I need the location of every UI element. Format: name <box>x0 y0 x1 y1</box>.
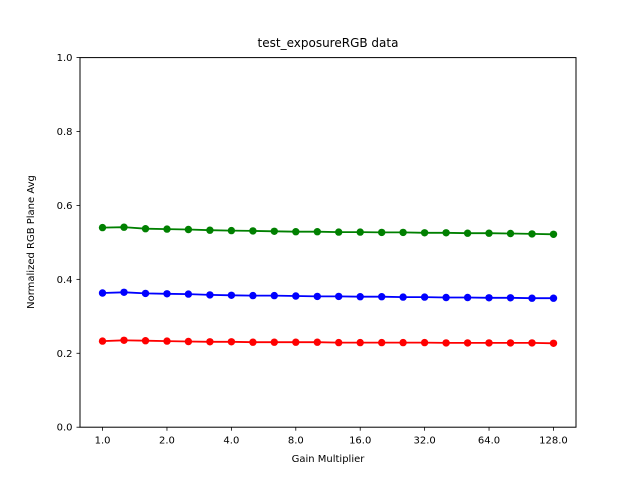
y-tick-label: 0.6 <box>57 201 73 212</box>
data-point-red-plane <box>270 338 278 346</box>
data-point-red-plane <box>463 339 472 347</box>
series-line-blue-plane <box>101 291 555 300</box>
series-line-green-plane <box>101 226 555 236</box>
data-point-blue-plane <box>98 289 107 297</box>
data-point-green-plane <box>184 225 193 234</box>
y-tick-label: 1.0 <box>57 53 73 64</box>
data-point-red-plane <box>485 339 493 347</box>
data-point-red-plane <box>442 339 450 347</box>
data-point-blue-plane <box>335 292 343 301</box>
x-tick-label: 128.0 <box>539 436 568 447</box>
y-axis-label: Normalized RGB Plane Avg <box>26 175 37 309</box>
y-tick-label: 0.0 <box>57 423 73 434</box>
y-tick-label: 0.2 <box>57 349 73 360</box>
data-point-green-plane <box>463 229 472 237</box>
data-point-red-plane <box>313 338 321 346</box>
series-line-red-plane <box>101 339 555 345</box>
data-point-green-plane <box>378 228 386 237</box>
data-point-blue-plane <box>163 290 171 298</box>
data-point-green-plane <box>356 228 364 236</box>
x-tick-label: 4.0 <box>223 436 239 447</box>
data-point-green-plane <box>335 228 343 236</box>
x-axis-label: Gain Multiplier <box>292 454 366 465</box>
data-point-blue-plane <box>141 289 150 298</box>
data-point-blue-plane <box>120 288 128 296</box>
plot-area-border <box>79 57 577 428</box>
data-point-blue-plane <box>506 294 515 302</box>
data-point-red-plane <box>506 339 515 347</box>
data-point-green-plane <box>249 227 257 235</box>
y-tick-label: 0.4 <box>57 275 73 286</box>
data-point-red-plane <box>98 337 107 345</box>
data-point-red-plane <box>163 337 171 345</box>
data-point-red-plane <box>184 337 193 346</box>
data-point-green-plane <box>442 229 450 237</box>
x-tick-label: 1.0 <box>95 436 111 447</box>
data-point-green-plane <box>399 228 407 237</box>
data-point-blue-plane <box>485 294 493 302</box>
data-point-red-plane <box>227 338 236 346</box>
data-point-blue-plane <box>313 292 321 301</box>
data-point-red-plane <box>549 339 558 347</box>
x-tick-label: 32.0 <box>413 436 435 447</box>
x-tick-label: 8.0 <box>288 436 304 447</box>
data-point-blue-plane <box>270 291 278 300</box>
data-point-blue-plane <box>184 290 193 298</box>
data-point-green-plane <box>313 228 321 236</box>
data-point-green-plane <box>120 223 128 231</box>
data-point-blue-plane <box>206 291 214 299</box>
data-point-red-plane <box>335 338 343 347</box>
data-point-green-plane <box>227 226 236 235</box>
data-point-red-plane <box>528 339 536 347</box>
data-point-red-plane <box>292 338 300 346</box>
data-point-green-plane <box>163 225 171 233</box>
data-point-blue-plane <box>356 293 364 301</box>
data-point-green-plane <box>270 227 278 235</box>
data-point-green-plane <box>98 223 107 232</box>
data-point-blue-plane <box>378 293 386 301</box>
data-point-blue-plane <box>249 291 257 300</box>
data-point-red-plane <box>420 338 429 347</box>
data-point-red-plane <box>399 338 407 347</box>
data-point-red-plane <box>378 338 386 347</box>
x-tick-label: 2.0 <box>159 436 175 447</box>
data-point-green-plane <box>506 229 515 238</box>
plot-generated: 1.0 2.0 4.0 8.0 16.0 32.0 64.0 128.0 0.0 0.2 0.4 0.… <box>57 53 577 447</box>
data-point-green-plane <box>292 228 300 236</box>
x-tick-label: 64.0 <box>478 436 500 447</box>
data-point-blue-plane <box>549 294 558 302</box>
data-point-green-plane <box>485 229 493 237</box>
data-point-blue-plane <box>420 293 429 301</box>
x-tick-label: 16.0 <box>349 436 371 447</box>
data-point-red-plane <box>249 338 257 346</box>
data-point-blue-plane <box>227 291 236 299</box>
data-point-red-plane <box>206 338 214 346</box>
data-point-blue-plane <box>528 294 536 302</box>
data-point-green-plane <box>420 229 429 237</box>
data-point-blue-plane <box>399 293 407 301</box>
data-point-green-plane <box>141 225 150 233</box>
y-tick-label: 0.8 <box>57 127 73 138</box>
chart-title: test_exposureRGB data <box>258 36 399 50</box>
data-point-blue-plane <box>292 292 300 300</box>
data-point-blue-plane <box>463 293 472 302</box>
data-point-green-plane <box>549 230 558 238</box>
data-point-green-plane <box>206 226 214 234</box>
data-point-red-plane <box>141 337 150 345</box>
data-point-green-plane <box>528 230 536 238</box>
data-point-red-plane <box>356 338 364 347</box>
data-point-blue-plane <box>442 293 450 302</box>
data-point-red-plane <box>120 336 128 344</box>
